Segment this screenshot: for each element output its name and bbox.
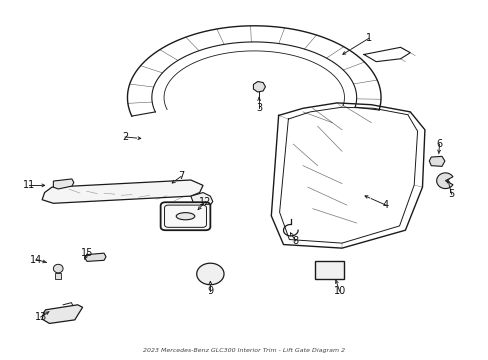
Polygon shape <box>53 264 63 273</box>
Text: 10: 10 <box>333 286 345 296</box>
Polygon shape <box>53 179 74 189</box>
Text: 3: 3 <box>256 103 262 113</box>
Text: 12: 12 <box>199 197 211 207</box>
Text: 8: 8 <box>292 236 298 246</box>
Text: 2023 Mercedes-Benz GLC300 Interior Trim - Lift Gate Diagram 2: 2023 Mercedes-Benz GLC300 Interior Trim … <box>143 348 345 353</box>
Polygon shape <box>196 263 224 285</box>
Polygon shape <box>190 193 212 220</box>
Text: 2: 2 <box>122 132 128 142</box>
Text: 14: 14 <box>30 255 42 265</box>
Text: 9: 9 <box>207 286 213 296</box>
Text: 4: 4 <box>382 200 388 210</box>
Polygon shape <box>428 156 444 166</box>
Polygon shape <box>42 180 203 203</box>
Polygon shape <box>55 273 61 279</box>
Polygon shape <box>42 305 82 323</box>
Text: 11: 11 <box>23 180 35 190</box>
Text: 5: 5 <box>447 189 454 199</box>
Text: 1: 1 <box>365 33 371 43</box>
FancyBboxPatch shape <box>314 261 343 279</box>
FancyBboxPatch shape <box>160 202 210 230</box>
Ellipse shape <box>176 213 194 220</box>
Text: 7: 7 <box>178 171 184 181</box>
Text: 6: 6 <box>436 139 442 149</box>
Text: 13: 13 <box>35 312 47 322</box>
Polygon shape <box>436 173 452 189</box>
Text: 15: 15 <box>81 248 94 258</box>
Polygon shape <box>253 81 265 92</box>
Polygon shape <box>84 253 106 261</box>
